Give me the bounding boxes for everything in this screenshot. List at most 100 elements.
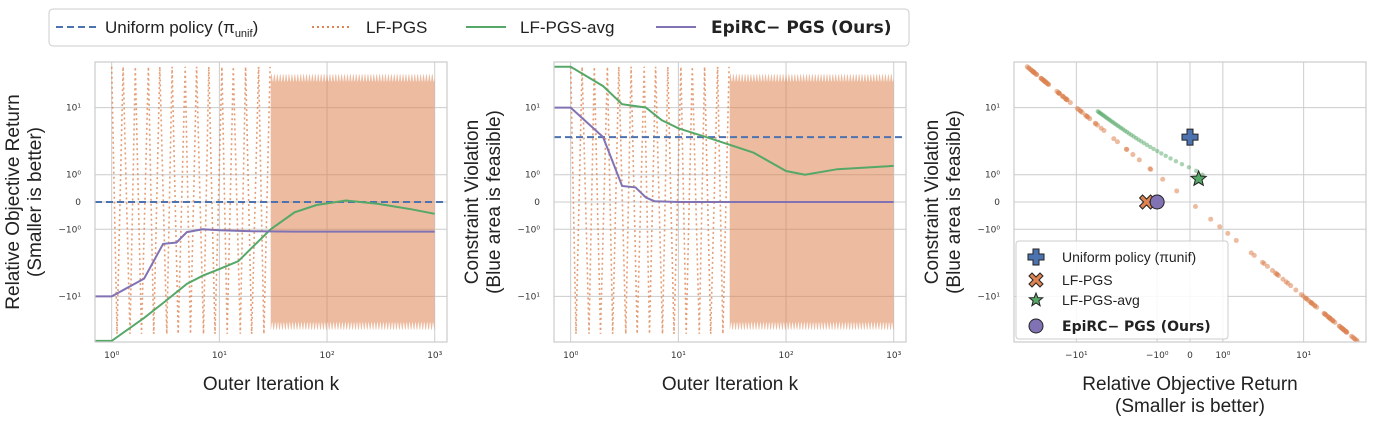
lf-pgs-avg-point [1159,151,1164,156]
subplot-relative-objective: 10⁰ 10¹ 10² 10³ 10¹ 10⁰ 0 −10⁰ −10¹ Outer Iterati… [3,61,448,395]
lf-pgs-point [1330,318,1336,324]
axes-frame [553,61,907,343]
lf-pgs-point [1136,157,1142,163]
scatter-legend-frame [1015,240,1229,340]
x-tick-label: 10³ [427,351,442,361]
y-tick-label: −10¹ [517,292,540,302]
x-tick-label: −10⁰ [1146,351,1169,361]
x-tick-label: 10² [320,351,335,361]
legend-uniform-marker [1027,248,1045,266]
lf-pgs-point [1045,81,1051,87]
y-tick-label: −10¹ [977,292,1000,302]
lf-pgs-point [1130,152,1136,158]
legend-epirc-marker [1028,318,1044,334]
y-axis-label: Constraint Violation [462,120,483,284]
lf-pgs-avg-point [1179,161,1185,167]
y-tick-label: 10¹ [66,104,81,114]
lf-pgs-point [1208,216,1214,222]
lf-pgs-point [1148,166,1154,172]
plot-area [95,66,447,342]
legend-label-lf-pgs: LF-PGS [366,18,427,37]
x-tick-label: 10¹ [1296,351,1311,361]
lf-pgs-point [1028,67,1034,73]
legend-label-lf-pgs-avg: LF-PGS-avg [520,18,614,37]
lf-pgs-point [1114,139,1120,145]
lf-pgs-point [1033,71,1039,77]
y-tick-label: 0 [75,198,81,208]
lf-pgs-point [1298,291,1304,297]
series-line-lf-pgs-avg [95,199,435,342]
lf-pgs-point [1094,122,1100,128]
y-tick-label: 10¹ [985,104,1000,114]
axes-frame [94,61,448,343]
y-axis-label: Constraint Violation [922,120,943,284]
lf-pgs-point [1304,296,1310,302]
series-line-epirc-pgs-ours- [554,106,894,203]
lf-pgs-avg-point [1173,158,1179,164]
x-tick-label: 10¹ [212,351,227,361]
legend-lf-pgs-avg-marker [1027,291,1045,307]
lf-pgs-point [1111,136,1117,142]
uniform-marker [1181,128,1199,146]
lf-pgs-point [1067,100,1073,106]
legend: Uniform policy (πunif) LF-PGS LF-PGS-avg… [48,8,910,47]
x-tick-label: 0 [1187,351,1193,361]
axes-frame [1013,61,1367,343]
x-tick-label: −10¹ [1065,351,1088,361]
lf-pgs-avg-marker [1189,169,1208,187]
subplot-scatter-tradeoff: −10¹ −10⁰ 0 10⁰ 10¹ 10¹ 10⁰ 0 −10⁰ −10¹ Relative O… [922,61,1367,417]
lf-pgs-point [1160,176,1166,182]
lf-pgs-point [1233,237,1239,243]
lf-pgs-avg-point [1163,153,1168,159]
y-tick-label: −10⁰ [517,225,540,235]
plot-area [1024,64,1360,342]
lf-pgs-avg-point [1144,142,1150,148]
y-tick-label: 10⁰ [985,171,1000,181]
lf-pgs-point [1261,261,1267,267]
lf-pgs-point [1340,326,1346,332]
lf-pgs-point [1225,230,1231,236]
y-tick-label: 0 [994,198,1000,208]
legend-label-uniform: Uniform policy (πunif) [105,18,258,40]
lf-pgs-point [1217,224,1223,230]
lf-pgs-avg-point [1155,148,1160,154]
y-tick-label: 10⁰ [66,171,81,181]
scatter-legend: Uniform policy (πunif) LF-PGS LF-PGS-avg Ep… [1015,240,1229,340]
y-axis-label: (Blue area is feasible) [484,110,505,294]
x-axis-label: Outer Iteration k [203,374,340,395]
lf-pgs-point [1288,283,1294,289]
scatter-legend-label-lf-pgs-avg: LF-PGS-avg [1062,292,1140,308]
x-axis-label: Relative Objective Return [1082,374,1297,395]
series-line-epirc-pgs-ours- [95,228,435,298]
lf-pgs-point [1087,116,1093,122]
plot-area [554,65,906,334]
subplot-constraint-violation: 10⁰ 10¹ 10² 10³ 10¹ 10⁰ 0 −10⁰ −10¹ Outer Iterati… [462,61,907,395]
lf-pgs-avg-point [1193,168,1199,174]
y-axis-label: (Smaller is better) [25,127,46,277]
lf-pgs-line [569,66,730,334]
lf-pgs-point [1323,312,1329,318]
scatter-legend-label-uniform: Uniform policy (πunif) [1062,249,1196,265]
lf-pgs-avg-point [1148,144,1153,150]
x-tick-label: 10⁰ [1215,351,1230,361]
lf-pgs-point [1251,252,1257,258]
series-line-lf-pgs-avg [554,65,894,176]
lf-pgs-point [1269,268,1275,274]
x-tick-label: 10⁰ [563,351,578,361]
x-axis-label: (Smaller is better) [1115,396,1265,417]
epirc-marker [1149,194,1165,210]
lf-pgs-point [1276,273,1282,279]
y-axis-label: Relative Objective Return [3,94,24,309]
lf-pgs-point [1312,303,1318,309]
lf-pgs-line [110,66,271,334]
lf-pgs-point [1344,329,1350,335]
lf-pgs-point [1174,188,1180,194]
lf-pgs-point [1351,335,1357,341]
x-tick-label: 10⁰ [104,351,119,361]
x-axis-label: Outer Iteration k [662,374,799,395]
legend-label-epirc: EpiRC− PGS (Ours) [711,18,892,38]
y-axis-label: (Blue area is feasible) [944,110,965,294]
legend-lf-pgs-marker [1028,272,1044,288]
lf-pgs-point [1293,287,1299,293]
lf-pgs-avg-point [1151,146,1156,152]
